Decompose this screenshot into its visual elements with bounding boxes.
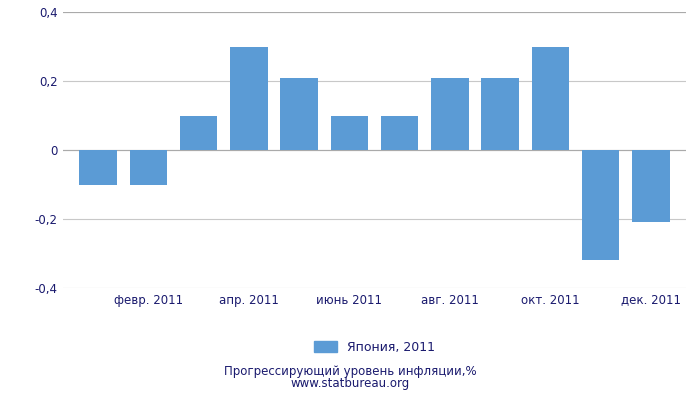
Bar [482,78,519,150]
Bar [79,150,117,184]
Bar [531,46,569,150]
Bar [330,116,368,150]
Bar [381,116,419,150]
Bar [130,150,167,184]
Bar [230,46,267,150]
Text: Прогрессирующий уровень инфляции,%: Прогрессирующий уровень инфляции,% [224,366,476,378]
Bar [431,78,469,150]
Text: www.statbureau.org: www.statbureau.org [290,378,410,390]
Bar [632,150,670,222]
Legend: Япония, 2011: Япония, 2011 [309,336,440,359]
Bar [280,78,318,150]
Bar [180,116,218,150]
Bar [582,150,620,260]
